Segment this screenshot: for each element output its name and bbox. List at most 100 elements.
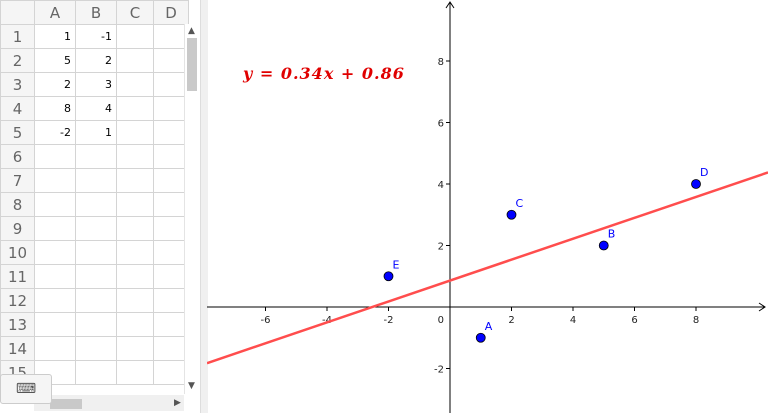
graphics-view[interactable]: -6 -4 -2 2 4 6 8 8 6 4 2 -2 0 A B C D E — [207, 0, 768, 413]
row-header[interactable]: 12 — [0, 288, 35, 313]
regression-equation[interactable]: y = 0.34x + 0.86 — [243, 64, 405, 83]
cell-D3[interactable] — [153, 72, 189, 97]
origin-label: 0 — [438, 315, 444, 326]
cell-A8[interactable] — [34, 192, 76, 217]
cell-C6[interactable] — [116, 144, 154, 169]
cell-C11[interactable] — [116, 264, 154, 289]
point-D[interactable] — [691, 179, 701, 189]
point-A[interactable] — [475, 332, 486, 343]
row-header[interactable]: 14 — [0, 336, 35, 361]
cell-C4[interactable] — [116, 96, 154, 121]
cell-A9[interactable] — [34, 216, 76, 241]
cell-B15[interactable] — [75, 360, 117, 385]
view-splitter[interactable] — [200, 0, 208, 413]
x-tick-label: -4 — [322, 315, 332, 326]
cell-B8[interactable] — [75, 192, 117, 217]
x-tick-label: -2 — [384, 315, 394, 326]
cell-A7[interactable] — [34, 168, 76, 193]
cell-B4[interactable]: 4 — [75, 96, 117, 121]
cell-B13[interactable] — [75, 312, 117, 337]
cell-B3[interactable]: 3 — [75, 72, 117, 97]
cell-A12[interactable] — [34, 288, 76, 313]
cell-A13[interactable] — [34, 312, 76, 337]
cell-C9[interactable] — [116, 216, 154, 241]
cell-C8[interactable] — [116, 192, 154, 217]
cell-A14[interactable] — [34, 336, 76, 361]
vertical-scroll-thumb[interactable] — [187, 38, 197, 91]
point-label-E: E — [393, 258, 400, 271]
row-header[interactable]: 10 — [0, 240, 35, 265]
y-axis-arrow-icon — [445, 1, 455, 9]
point-E[interactable] — [383, 271, 394, 282]
cell-C12[interactable] — [116, 288, 154, 313]
cell-A2[interactable]: 5 — [34, 48, 76, 73]
x-tick-label: 6 — [631, 315, 637, 326]
column-header-C[interactable]: C — [116, 0, 154, 25]
row-header[interactable]: 7 — [0, 168, 35, 193]
scroll-right-icon[interactable]: ▶ — [174, 398, 181, 408]
cell-C1[interactable] — [116, 24, 154, 49]
column-header-B[interactable]: B — [75, 0, 117, 25]
row-header[interactable]: 11 — [0, 264, 35, 289]
scroll-down-icon[interactable]: ▼ — [188, 381, 195, 391]
row-header[interactable]: 13 — [0, 312, 35, 337]
row-header[interactable]: 1 — [0, 24, 35, 49]
cell-C5[interactable] — [116, 120, 154, 145]
cell-B7[interactable] — [75, 168, 117, 193]
cell-C14[interactable] — [116, 336, 154, 361]
cell-D15[interactable] — [153, 360, 189, 385]
cell-B10[interactable] — [75, 240, 117, 265]
cell-A6[interactable] — [34, 144, 76, 169]
table-row: 14 — [0, 336, 189, 361]
cell-A1[interactable]: 1 — [34, 24, 76, 49]
cell-A10[interactable] — [34, 240, 76, 265]
cell-C15[interactable] — [116, 360, 154, 385]
vertical-scrollbar[interactable] — [184, 24, 200, 394]
cell-C3[interactable] — [116, 72, 154, 97]
scroll-up-icon[interactable]: ▲ — [188, 26, 195, 36]
cell-B6[interactable] — [75, 144, 117, 169]
row-header[interactable]: 8 — [0, 192, 35, 217]
table-row: 12 — [0, 288, 189, 313]
horizontal-scroll-thumb[interactable] — [50, 399, 82, 409]
corner-cell[interactable] — [0, 0, 35, 25]
cell-C10[interactable] — [116, 240, 154, 265]
cell-B1[interactable]: -1 — [75, 24, 117, 49]
cell-B5[interactable]: 1 — [75, 120, 117, 145]
cell-D9[interactable] — [153, 216, 189, 241]
cell-C13[interactable] — [116, 312, 154, 337]
cell-D11[interactable] — [153, 264, 189, 289]
point-B[interactable] — [598, 240, 609, 251]
row-header[interactable]: 4 — [0, 96, 35, 121]
keyboard-button[interactable]: ⌨ — [0, 374, 52, 404]
point-C[interactable] — [506, 209, 517, 220]
cell-B14[interactable] — [75, 336, 117, 361]
cell-C2[interactable] — [116, 48, 154, 73]
cell-D6[interactable] — [153, 144, 189, 169]
point-label-C: C — [516, 197, 524, 210]
cell-C7[interactable] — [116, 168, 154, 193]
cell-A3[interactable]: 2 — [34, 72, 76, 97]
row-header[interactable]: 5 — [0, 120, 35, 145]
cell-A4[interactable]: 8 — [34, 96, 76, 121]
row-header[interactable]: 6 — [0, 144, 35, 169]
cell-B2[interactable]: 2 — [75, 48, 117, 73]
cell-D13[interactable] — [153, 312, 189, 337]
cell-B9[interactable] — [75, 216, 117, 241]
cell-A11[interactable] — [34, 264, 76, 289]
cell-A5[interactable]: -2 — [34, 120, 76, 145]
keyboard-icon: ⌨ — [15, 381, 37, 397]
row-header[interactable]: 9 — [0, 216, 35, 241]
cell-B12[interactable] — [75, 288, 117, 313]
y-tick-label: 6 — [438, 119, 444, 130]
cell-B11[interactable] — [75, 264, 117, 289]
column-header-A[interactable]: A — [34, 0, 76, 25]
column-header-D[interactable]: D — [153, 0, 189, 25]
cell-D14[interactable] — [153, 336, 189, 361]
regression-line[interactable] — [207, 171, 768, 365]
row-header[interactable]: 2 — [0, 48, 35, 73]
row-header[interactable]: 3 — [0, 72, 35, 97]
